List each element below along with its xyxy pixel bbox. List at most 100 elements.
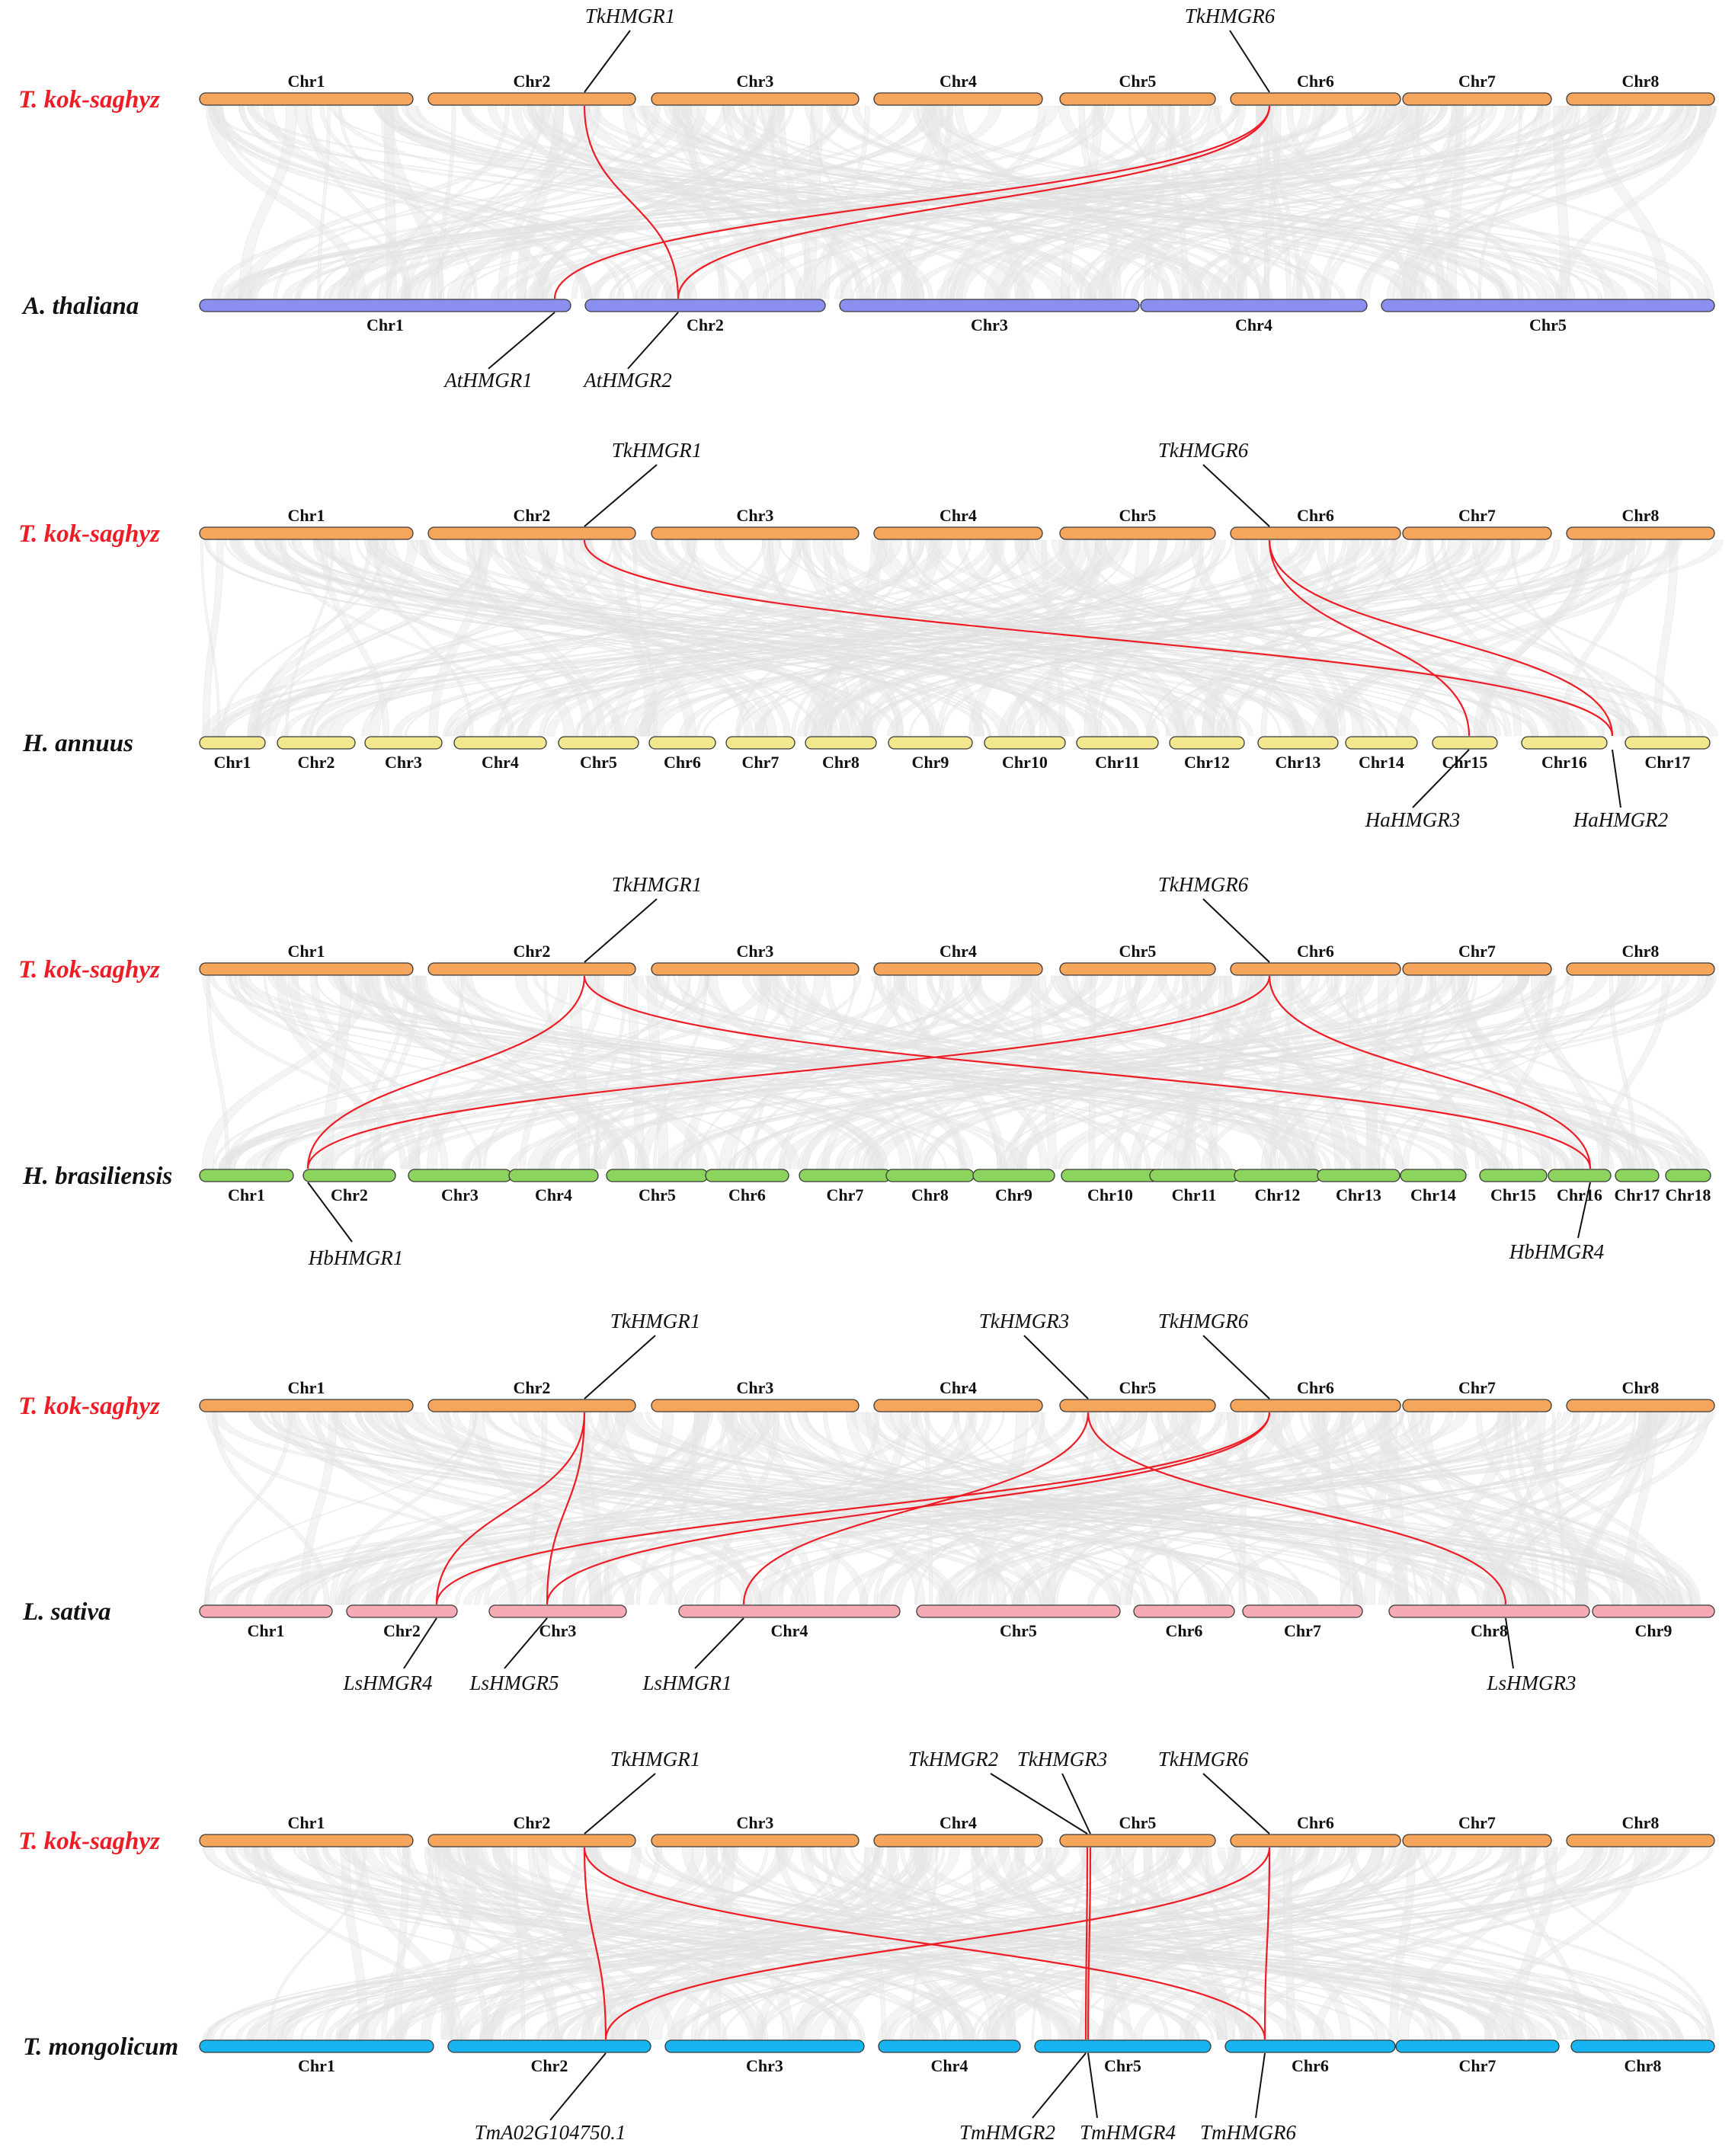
top-chromosome-chr1 — [199, 962, 414, 976]
background-link — [1430, 1412, 1510, 1605]
top-chromosome-chr3 — [651, 526, 859, 540]
top-chromosome-chr5 — [1059, 526, 1216, 540]
bottom-chromosome-chr1 — [199, 1169, 294, 1182]
top-chromosome-label: Chr6 — [1297, 1813, 1334, 1832]
background-link — [760, 105, 918, 299]
background-link — [1401, 975, 1574, 1169]
background-link — [1132, 1847, 1603, 2040]
background-link — [1219, 1412, 1653, 1605]
background-link — [1410, 105, 1445, 299]
background-link — [797, 975, 1218, 1169]
top-chromosome-label: Chr5 — [1119, 506, 1157, 525]
bottom-chromosome-chr2 — [346, 1604, 458, 1618]
bottom-chromosome-label: Chr4 — [931, 2056, 968, 2075]
gene-leader-line — [307, 1182, 353, 1243]
gene-label-tkhmgr1: TkHMGR1 — [585, 5, 675, 27]
background-link — [758, 539, 1081, 737]
top-chromosome-chr8 — [1566, 92, 1715, 106]
top-chromosome-label: Chr7 — [1458, 1378, 1496, 1397]
background-links — [206, 105, 1717, 299]
background-link — [920, 105, 1332, 299]
bottom-species-label: L. sativa — [22, 1598, 110, 1626]
top-chromosome-label: Chr2 — [514, 942, 551, 961]
top-chromosome-chr3 — [651, 1399, 859, 1412]
background-link — [753, 975, 1375, 1169]
link-tkhmgr1-tmhmgr6 — [583, 1847, 1266, 2040]
background-link — [333, 1412, 1180, 1605]
top-chromosome-chr1 — [199, 526, 414, 540]
background-link — [1384, 1412, 1408, 1605]
bottom-chromosome-label: Chr4 — [482, 753, 519, 772]
bottom-chromosome-label: Chr7 — [1284, 1621, 1321, 1640]
background-link — [1269, 1412, 1410, 1605]
bottom-chromosome-label: Chr11 — [1172, 1185, 1217, 1204]
synteny-panel-3: Chr1 Chr2 Chr3 Chr4 Chr5 Chr6 Chr7 Chr8 Chr1 Chr2… — [18, 873, 1717, 1269]
background-link — [202, 975, 408, 1169]
top-chromosome-label: Chr2 — [514, 72, 551, 91]
background-link — [474, 1412, 1077, 1605]
top-chromosome-label: Chr5 — [1119, 1378, 1157, 1397]
top-chromosome-chr3 — [651, 1834, 859, 1847]
bottom-chromosome-label: Chr6 — [664, 753, 701, 772]
background-link — [594, 975, 628, 1169]
gene-leader-line — [1202, 898, 1270, 963]
background-link — [383, 105, 397, 299]
link-tkhmgr6-tma02g104750-1 — [604, 1847, 1271, 2040]
bottom-chromosome-chr8 — [1570, 2039, 1715, 2053]
background-link — [331, 1412, 635, 1605]
background-link — [232, 1412, 1075, 1605]
background-link — [380, 1412, 1517, 1605]
background-link — [404, 1847, 560, 2040]
bottom-chromosome-label: Chr14 — [1410, 1185, 1456, 1204]
top-chromosome-chr7 — [1402, 1399, 1552, 1412]
background-link — [1202, 539, 1272, 737]
gene-leader-line — [1612, 749, 1621, 808]
top-chromosome-chr3 — [651, 92, 859, 106]
top-chromosome-label: Chr6 — [1297, 506, 1334, 525]
gene-label-lshmgr1: LsHMGR1 — [642, 1671, 731, 1694]
gene-leader-line — [584, 464, 658, 527]
gene-leader-line — [1505, 1617, 1514, 1669]
background-link — [811, 105, 944, 299]
bottom-chromosome-chr5 — [558, 736, 639, 750]
bottom-chromosome-chr3 — [408, 1169, 512, 1182]
top-chromosome-label: Chr8 — [1622, 72, 1660, 91]
top-chromosome-chr5 — [1059, 1399, 1216, 1412]
bottom-chromosome-chr14 — [1345, 736, 1418, 750]
background-link — [561, 539, 1388, 737]
top-chromosome-label: Chr4 — [940, 1378, 977, 1397]
bottom-chromosome-label: Chr2 — [531, 2056, 568, 2075]
background-link — [911, 1412, 1218, 1605]
top-chromosome-label: Chr3 — [737, 506, 774, 525]
background-link — [472, 975, 1032, 1169]
background-link — [1553, 105, 1570, 299]
background-link — [1609, 975, 1637, 1169]
background-link — [310, 1412, 1039, 1605]
top-chromosome-label: Chr6 — [1297, 1378, 1334, 1397]
gene-label-tkhmgr6: TkHMGR6 — [1158, 1748, 1249, 1771]
gene-leader-line — [403, 1617, 437, 1669]
top-chromosome-chr5 — [1059, 92, 1216, 106]
background-link — [1192, 105, 1544, 299]
background-link — [582, 1412, 1005, 1605]
bottom-chromosome-label: Chr3 — [539, 1621, 577, 1640]
bottom-chromosome-label: Chr12 — [1255, 1185, 1301, 1204]
bottom-chromosome-label: Chr3 — [385, 753, 422, 772]
top-chromosome-chr1 — [199, 1399, 414, 1412]
background-link — [967, 1412, 1148, 1605]
bottom-chromosome-chr2 — [303, 1169, 396, 1182]
bottom-chromosome-chr3 — [488, 1604, 627, 1618]
bottom-chromosome-chr1 — [199, 736, 266, 750]
background-link — [323, 539, 1002, 737]
background-link — [328, 539, 1311, 737]
gene-leader-line — [627, 312, 679, 369]
bottom-chromosome-label: Chr18 — [1666, 1185, 1711, 1204]
background-link — [238, 105, 690, 299]
gene-leader-line — [990, 1773, 1088, 1835]
background-link — [1588, 105, 1671, 299]
background-links — [202, 1847, 1715, 2040]
background-link — [1311, 1412, 1661, 1605]
gene-label-tmhmgr4: TmHMGR4 — [1080, 2121, 1176, 2144]
bottom-chromosome-label: Chr3 — [746, 2056, 783, 2075]
top-chromosome-label: Chr5 — [1119, 942, 1157, 961]
